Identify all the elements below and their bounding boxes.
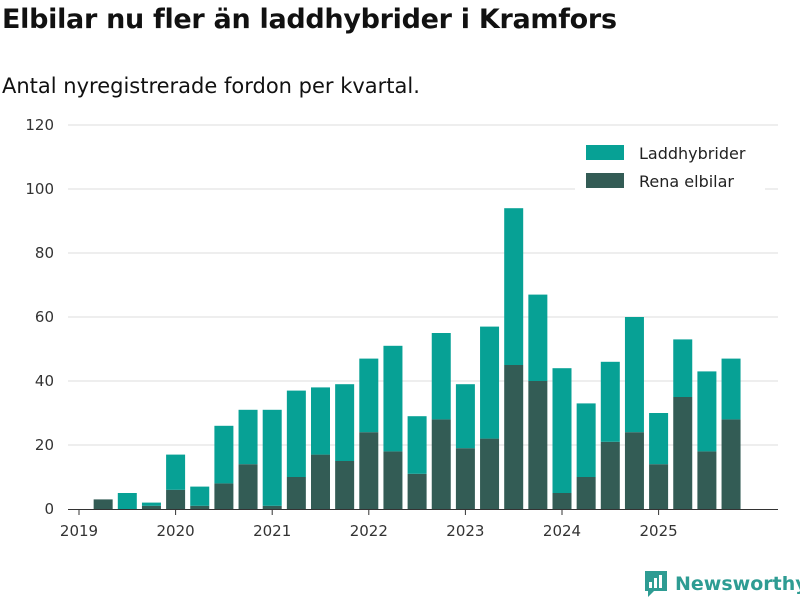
bar-laddhybrider-2024-q2	[576, 403, 596, 477]
y-axis-ticks: 0 20 40 60 80 100 120	[25, 116, 54, 518]
y-tick-label-100: 100	[25, 180, 54, 198]
bar-rena-elbilar-2020-q2	[190, 505, 210, 509]
bar-laddhybrider-2021-q3	[311, 387, 330, 455]
brand-name: Newsworthy	[675, 573, 800, 595]
x-tick-label-2023: 2023	[446, 522, 484, 540]
legend: Laddhybrider Rena elbilar	[575, 138, 765, 191]
bar-rena-elbilar-2022-q4	[431, 419, 451, 509]
x-axis-ticks: 2019 2020 2021 2022 2023 2024 2025	[60, 509, 678, 540]
bar-laddhybrider-2024-q3	[600, 361, 620, 442]
bar-laddhybrider-2020-q3	[214, 425, 234, 484]
bar-laddhybrider-2020-q1	[166, 454, 186, 490]
bar-rena-elbilar-2024-q4	[624, 432, 644, 509]
bar-laddhybrider-2022-q4	[431, 333, 451, 420]
bar-laddhybrider-2025-q3	[697, 371, 717, 452]
y-tick-label-0: 0	[44, 500, 54, 518]
bar-laddhybrider-2024-q4	[624, 317, 644, 433]
bar-laddhybrider-2021-q1	[262, 409, 282, 506]
bar-rena-elbilar-2020-q4	[238, 464, 258, 509]
legend-swatch-rena-elbilar	[586, 173, 624, 188]
bar-laddhybrider-2020-q4	[238, 409, 258, 465]
bar-laddhybrider-2022-q3	[407, 416, 427, 474]
bar-rena-elbilar-2022-q2	[383, 451, 403, 509]
bar-laddhybrider-2021-q2	[286, 390, 306, 477]
bar-laddhybrider-2024-q1	[552, 368, 572, 493]
newsworthy-icon	[645, 571, 667, 597]
legend-label-laddhybrider: Laddhybrider	[639, 144, 746, 163]
bar-laddhybrider-2022-q1	[359, 358, 379, 433]
y-tick-label-80: 80	[35, 244, 54, 262]
bar-rena-elbilar-2025-q4	[721, 419, 741, 509]
bar-laddhybrider-2025-q2	[673, 339, 693, 397]
bar-laddhybrider-2021-q4	[335, 384, 355, 461]
y-tick-label-20: 20	[35, 436, 54, 454]
x-tick-label-2020: 2020	[157, 522, 195, 540]
bar-rena-elbilar-2023-q4	[528, 381, 548, 509]
bar-rena-elbilar-2023-q3	[504, 365, 524, 509]
bar-laddhybrider-2019-q4	[141, 502, 161, 506]
bar-laddhybrider-2023-q1	[455, 384, 475, 449]
x-tick-label-2025: 2025	[640, 522, 678, 540]
x-tick-label-2022: 2022	[350, 522, 388, 540]
bar-rena-elbilar-2021-q2	[286, 477, 306, 509]
legend-label-rena-elbilar: Rena elbilar	[639, 172, 734, 191]
y-tick-label-40: 40	[35, 372, 54, 390]
chart-subtitle: Antal nyregistrerade fordon per kvartal.	[2, 74, 420, 98]
bar-rena-elbilar-2022-q3	[407, 473, 427, 509]
y-tick-label-60: 60	[35, 308, 54, 326]
bar-laddhybrider-2025-q4	[721, 358, 741, 420]
bar-laddhybrider-2019-q3	[117, 493, 137, 509]
bar-rena-elbilar-2023-q1	[455, 448, 475, 509]
bars	[93, 208, 741, 509]
x-tick-label-2021: 2021	[253, 522, 291, 540]
bar-rena-elbilar-2024-q3	[600, 441, 620, 509]
bar-rena-elbilar-2020-q1	[166, 489, 186, 509]
bar-rena-elbilar-2025-q3	[697, 451, 717, 509]
bar-laddhybrider-2020-q2	[190, 486, 210, 506]
bar-rena-elbilar-2021-q3	[311, 454, 330, 509]
bar-rena-elbilar-2025-q2	[673, 397, 693, 509]
bar-laddhybrider-2025-q1	[649, 413, 669, 465]
bar-rena-elbilar-2021-q1	[262, 505, 282, 509]
x-tick-label-2024: 2024	[543, 522, 581, 540]
x-tick-label-2019: 2019	[60, 522, 98, 540]
bar-laddhybrider-2023-q4	[528, 294, 548, 381]
bar-rena-elbilar-2019-q4	[141, 505, 161, 509]
newsworthy-logo: Newsworthy	[643, 568, 800, 600]
y-tick-label-120: 120	[25, 116, 54, 134]
bar-rena-elbilar-2020-q3	[214, 483, 234, 509]
chart-title: Elbilar nu fler än laddhybrider i Kramfo…	[2, 4, 617, 35]
bar-rena-elbilar-2024-q1	[552, 493, 572, 509]
bar-rena-elbilar-2023-q2	[480, 438, 500, 509]
bar-laddhybrider-2023-q2	[480, 326, 500, 439]
bar-laddhybrider-2022-q2	[383, 345, 403, 452]
bar-rena-elbilar-2022-q1	[359, 432, 379, 509]
bar-laddhybrider-2023-q3	[504, 208, 524, 365]
bar-rena-elbilar-2025-q1	[649, 464, 669, 509]
bar-rena-elbilar-2019-q2	[93, 499, 113, 509]
bar-rena-elbilar-2024-q2	[576, 477, 596, 509]
bar-rena-elbilar-2021-q4	[335, 461, 355, 509]
legend-swatch-laddhybrider	[586, 145, 624, 160]
